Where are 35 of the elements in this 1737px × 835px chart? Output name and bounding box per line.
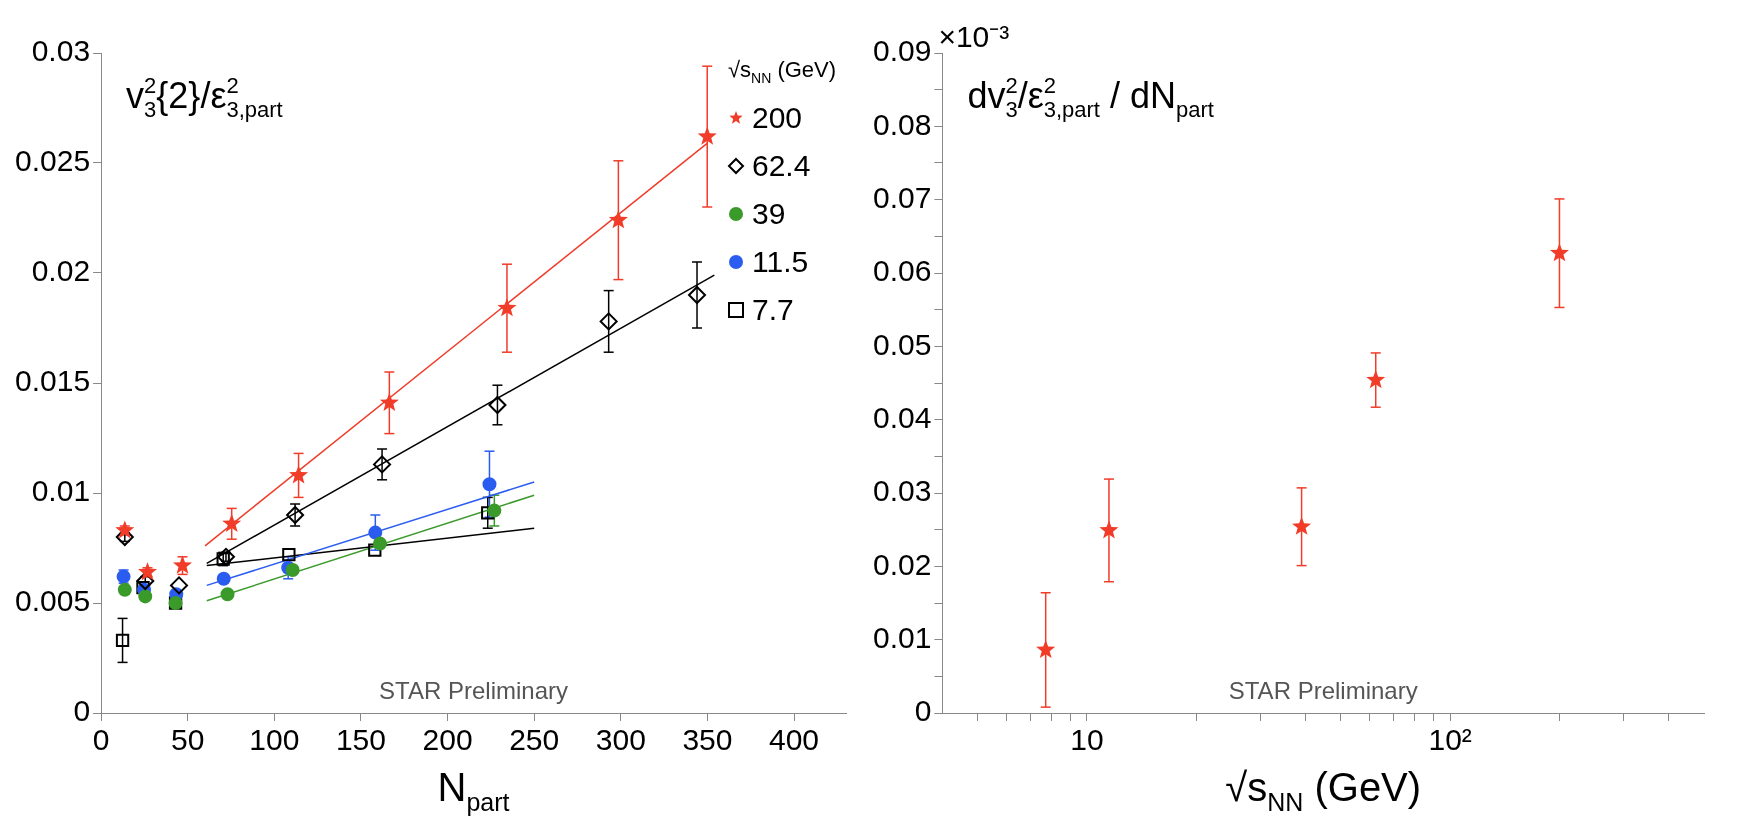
y-tick-label: 0.06 (873, 254, 932, 288)
legend-label: 39 (752, 197, 786, 230)
x-tick-label: 50 (171, 723, 205, 757)
y-tick-label: 0.05 (873, 327, 932, 361)
x-tick-label: 100 (249, 723, 300, 757)
legend-label: 7.7 (752, 293, 794, 326)
y-tick-label: 0.09 (873, 34, 932, 68)
x-tick-label: 200 (422, 723, 473, 757)
y-tick-label: 0.015 (15, 364, 91, 398)
y-tick-label: 0 (914, 694, 932, 728)
legend-label: 200 (752, 101, 803, 134)
annotation: STAR Preliminary (379, 677, 568, 704)
y-tick-label: 0.02 (31, 254, 91, 288)
x-tick-label: 400 (769, 723, 820, 757)
y-tick-label: 0.01 (31, 474, 91, 508)
y-tick-label: 0.01 (873, 620, 932, 654)
y-tick-label: 0.03 (873, 474, 932, 508)
x-tick-label: 10 (1070, 723, 1104, 757)
x-tick-label: 300 (595, 723, 646, 757)
text: ×10⁻³ (938, 20, 1010, 53)
y-tick-label: 0.03 (31, 34, 91, 68)
y-tick-label: 0.08 (873, 107, 932, 141)
y-tick-label: 0.07 (873, 180, 932, 214)
legend-label: 62.4 (752, 149, 811, 182)
x-tick-label: 150 (335, 723, 386, 757)
y-tick-label: 0.005 (15, 584, 91, 618)
x-tick-label: 350 (682, 723, 733, 757)
y-tick-label: 0 (73, 694, 91, 728)
x-tick-label: 10² (1428, 723, 1472, 757)
y-tick-label: 0.02 (873, 547, 932, 581)
y-tick-label: 0.04 (873, 400, 932, 434)
annotation: STAR Preliminary (1228, 677, 1418, 704)
x-tick-label: 250 (509, 723, 560, 757)
legend-label: 11.5 (752, 245, 809, 278)
y-tick-label: 0.025 (15, 144, 91, 178)
